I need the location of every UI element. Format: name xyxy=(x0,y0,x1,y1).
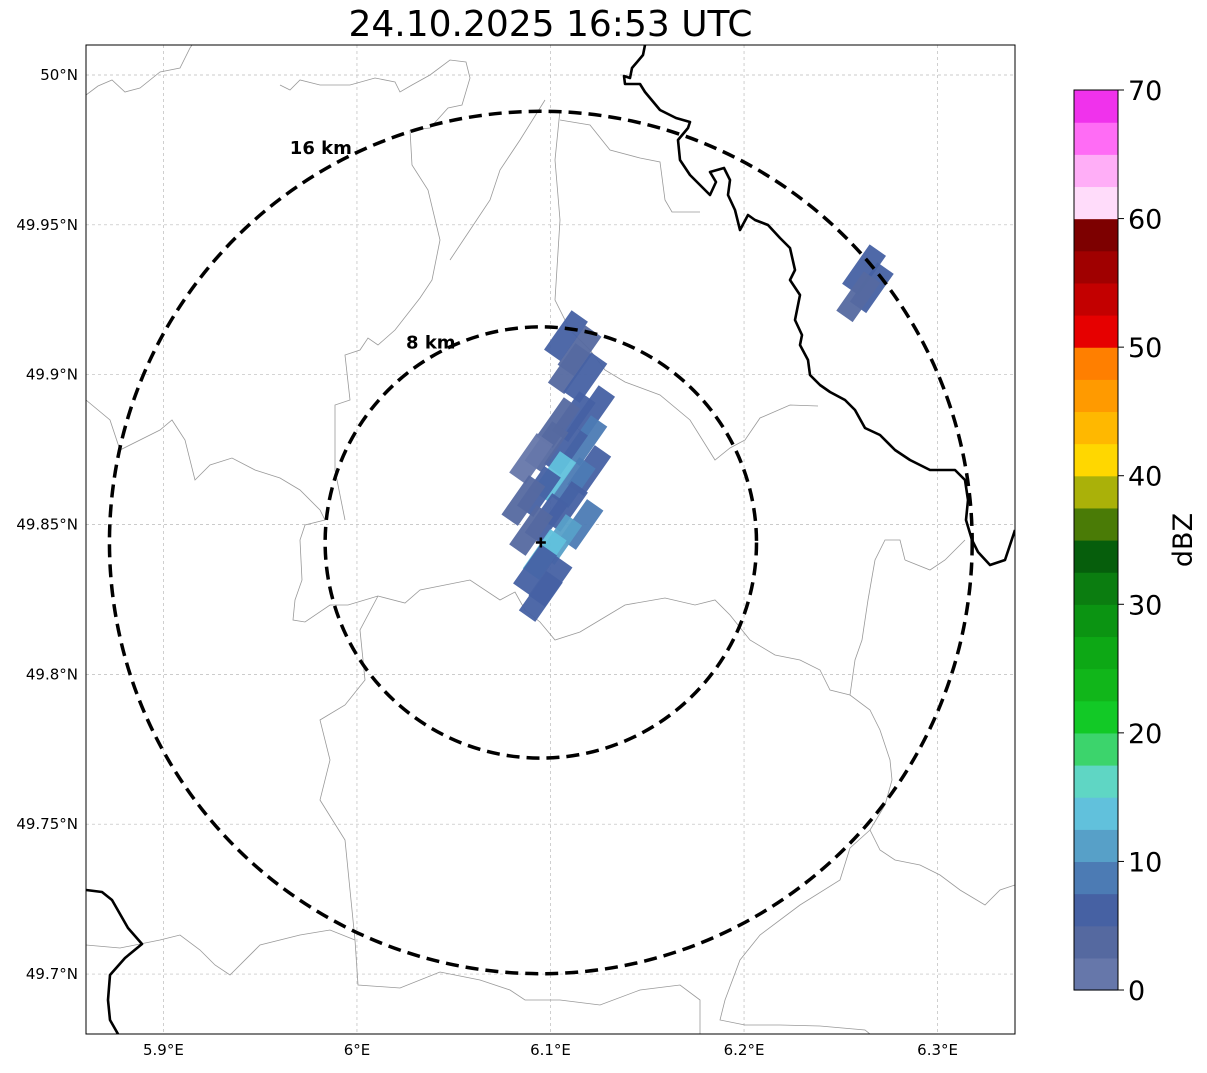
lat-tick-label: 49.7°N xyxy=(26,965,78,983)
admin-boundary xyxy=(279,59,471,131)
lat-tick-label: 49.9°N xyxy=(26,366,78,384)
colorbar-tick-label: 60 xyxy=(1128,205,1162,236)
lat-tick-label: 49.85°N xyxy=(16,516,78,534)
colorbar-bin xyxy=(1074,475,1118,509)
national-border xyxy=(622,45,1015,567)
colorbar-tick-label: 30 xyxy=(1128,590,1162,621)
radar-echo-cell xyxy=(509,433,554,484)
colorbar-bin xyxy=(1074,829,1118,863)
radar-echo-cell xyxy=(836,271,881,323)
colorbar-tick-label: 70 xyxy=(1128,76,1162,107)
radar-echo-cell xyxy=(547,343,592,395)
radar-echoes xyxy=(501,244,894,622)
map-area: 8 km 16 km 5.9°E 6°E 6.1°E 6.2°E 6.3°E 50°N 49.… xyxy=(16,44,1016,1059)
range-ring-16km xyxy=(107,109,974,976)
admin-boundary xyxy=(904,539,966,571)
colorbar-bin xyxy=(1074,218,1118,252)
colorbar-ticks: 0 10 20 30 40 50 60 70 xyxy=(1118,76,1162,1007)
admin-boundary xyxy=(719,829,871,1034)
colorbar-bin xyxy=(1074,732,1118,766)
radar-echo-cell xyxy=(513,544,557,595)
national-border xyxy=(86,888,144,1034)
colorbar-bin xyxy=(1074,443,1118,477)
colorbar-tick-label: 40 xyxy=(1128,462,1162,493)
range-rings: 8 km 16 km xyxy=(107,109,974,976)
radar-site-marker xyxy=(535,537,546,548)
colorbar-bin xyxy=(1074,861,1118,895)
colorbar-frame xyxy=(1073,89,1119,991)
admin-boundary xyxy=(849,539,906,696)
radar-echo-cell xyxy=(501,475,546,526)
colorbar-bin xyxy=(1074,122,1118,155)
colorbar-bin xyxy=(1074,700,1118,734)
lon-tick-label: 6.2°E xyxy=(724,1041,765,1059)
map-title: 24.10.2025 16:53 UTC xyxy=(348,4,753,45)
lat-tick-label: 50°N xyxy=(40,66,78,84)
colorbar-tick-label: 50 xyxy=(1128,333,1162,364)
colorbar-bin xyxy=(1074,540,1118,573)
radar-echo-cell xyxy=(571,385,616,437)
lon-tick-label: 6.1°E xyxy=(530,1041,571,1059)
colorbar-bin xyxy=(1074,636,1118,670)
range-ring-label: 16 km xyxy=(290,138,352,159)
colorbar-bin xyxy=(1074,379,1118,413)
admin-boundary xyxy=(334,129,441,470)
colorbar-bins xyxy=(1074,90,1118,991)
radar-echo-cell xyxy=(563,352,608,404)
lon-tick-label: 6°E xyxy=(344,1041,371,1059)
lon-tick-label: 6.3°E xyxy=(917,1041,958,1059)
colorbar-label: dBZ xyxy=(1168,513,1199,567)
colorbar-bin xyxy=(1074,957,1118,991)
lon-tick-label: 5.9°E xyxy=(143,1041,184,1059)
range-ring-label: 8 km xyxy=(406,332,456,353)
colorbar-bin xyxy=(1074,411,1118,445)
admin-boundary xyxy=(449,99,546,261)
colorbar-bin xyxy=(1074,154,1118,188)
axis-tick-labels: 5.9°E 6°E 6.1°E 6.2°E 6.3°E 50°N 49.95°N 49.9°N… xyxy=(16,66,958,1059)
colorbar-bin xyxy=(1074,347,1118,380)
colorbar-bin xyxy=(1074,315,1118,348)
colorbar-bin xyxy=(1074,90,1118,123)
radar-echo-cell xyxy=(518,571,563,622)
colorbar-bin xyxy=(1074,925,1118,959)
colorbar-bin xyxy=(1074,797,1118,830)
admin-boundary xyxy=(319,595,701,1034)
colorbar: 0 10 20 30 40 50 60 70 dBZ xyxy=(1073,76,1199,1007)
colorbar-bin xyxy=(1074,282,1118,316)
colorbar-tick-label: 20 xyxy=(1128,719,1162,750)
admin-boundary xyxy=(86,929,356,976)
range-ring-8km xyxy=(323,325,759,760)
admin-boundary xyxy=(554,109,819,461)
colorbar-bin xyxy=(1074,572,1118,605)
lat-tick-label: 49.8°N xyxy=(26,665,78,683)
colorbar-bin xyxy=(1074,668,1118,702)
colorbar-bin xyxy=(1074,507,1118,541)
colorbar-bin xyxy=(1074,604,1118,638)
colorbar-tick-label: 0 xyxy=(1128,976,1145,1007)
admin-boundary xyxy=(86,45,193,96)
colorbar-tick-label: 10 xyxy=(1128,847,1162,878)
map-frame xyxy=(85,44,1016,1035)
radar-echo-cell xyxy=(544,310,588,362)
lat-tick-label: 49.75°N xyxy=(16,815,78,833)
radar-echo-cell xyxy=(509,505,554,556)
colorbar-bin xyxy=(1074,765,1118,798)
radar-echo-cell xyxy=(842,244,886,296)
colorbar-bin xyxy=(1074,893,1118,927)
admin-boundary xyxy=(559,119,700,213)
colorbar-bin xyxy=(1074,250,1118,284)
lat-tick-label: 49.95°N xyxy=(16,216,78,234)
colorbar-bin xyxy=(1074,186,1118,220)
